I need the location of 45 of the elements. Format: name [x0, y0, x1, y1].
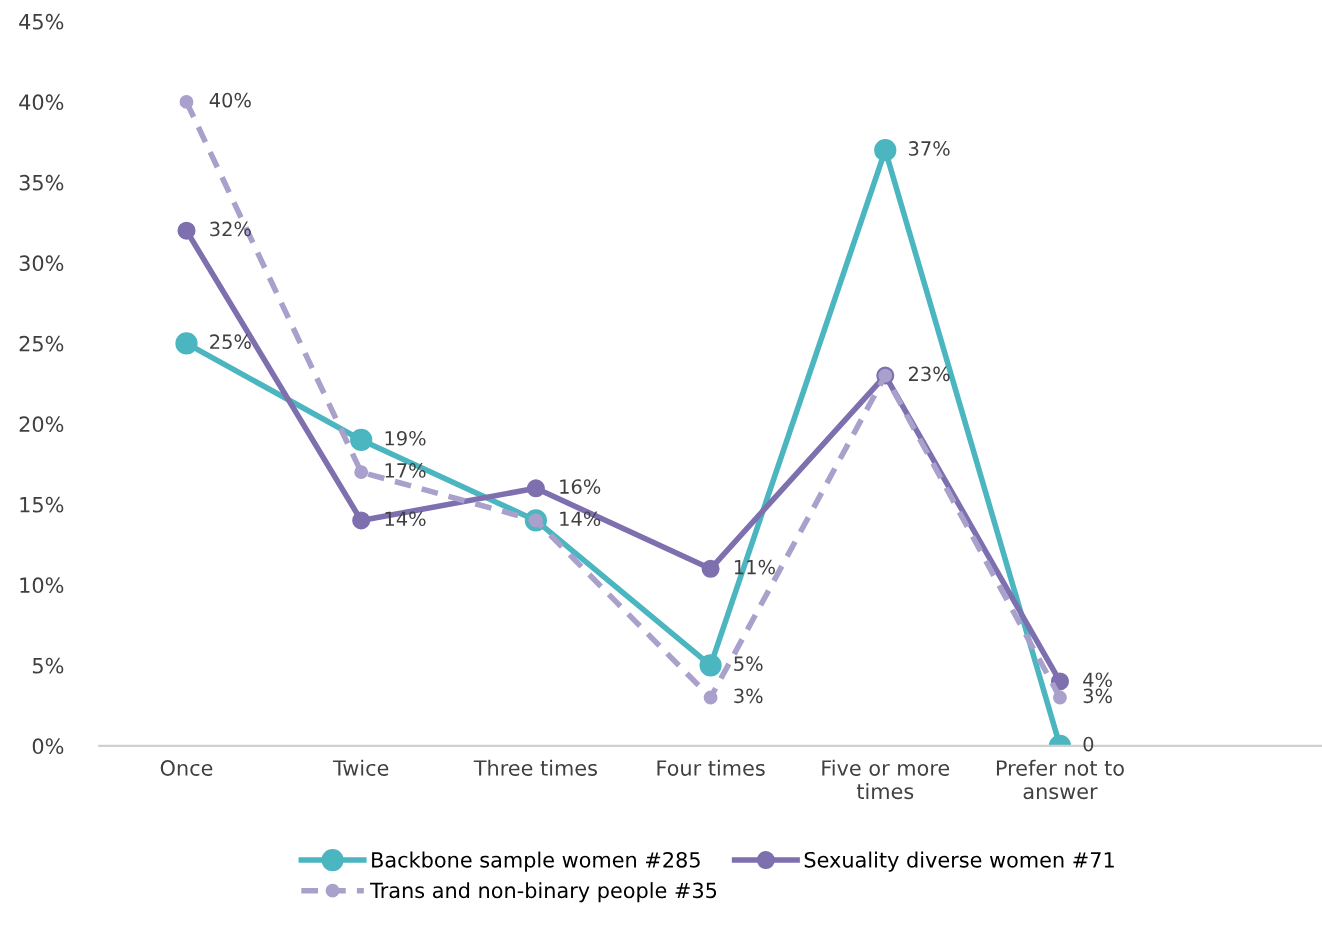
data-label: 37%	[908, 141, 950, 156]
point	[701, 559, 720, 578]
point	[874, 139, 897, 162]
y-tick-label: 30%	[19, 255, 64, 272]
data-label: 14%	[560, 511, 601, 527]
data-label: 3%	[1083, 688, 1112, 704]
data-label: 19%	[385, 430, 426, 446]
data-label: 16%	[560, 479, 601, 494]
data-label: 32%	[210, 221, 251, 237]
x-tick-label: Five or more times	[822, 759, 950, 800]
point	[354, 465, 369, 480]
legend-label: Sexuality diverse women #71	[804, 851, 1114, 872]
data-label: 14%	[385, 511, 426, 527]
point	[699, 654, 722, 677]
y-tick-label: 0%	[32, 738, 64, 755]
data-label: 25%	[210, 334, 251, 350]
data-label: 5%	[734, 656, 763, 672]
point	[1053, 690, 1067, 705]
y-tick-label: 25%	[19, 335, 64, 352]
y-tick-label: 35%	[19, 174, 64, 191]
legend-label: Trans and non-binary people #35	[370, 882, 717, 903]
x-tick-label: Once	[160, 760, 213, 776]
point	[179, 94, 194, 109]
x-tick-label: Twice	[332, 759, 389, 776]
point	[175, 332, 198, 355]
point	[352, 511, 371, 530]
data-label: 40%	[209, 92, 251, 108]
y-tick-label: 15%	[20, 496, 64, 513]
point	[703, 690, 718, 705]
data-label: 3%	[734, 688, 763, 704]
y-tick-label: 5%	[32, 657, 64, 674]
x-tick-label: Four times	[657, 759, 765, 776]
point	[177, 221, 196, 240]
data-label: 0	[1083, 736, 1094, 752]
y-tick-label: 10%	[20, 577, 64, 594]
point	[526, 479, 545, 498]
x-tick-label: Prefer not to answer	[996, 759, 1124, 800]
point	[350, 428, 373, 452]
data-label: 17%	[385, 463, 426, 478]
y-tick-label: 20%	[19, 416, 64, 433]
y-tick-label: 40%	[19, 94, 64, 111]
y-tick-label: 45%	[19, 13, 64, 30]
x-tick-label: Three times	[473, 759, 597, 776]
data-label: 4%	[1083, 672, 1112, 688]
legend-label: Backbone sample women #285	[372, 851, 700, 872]
